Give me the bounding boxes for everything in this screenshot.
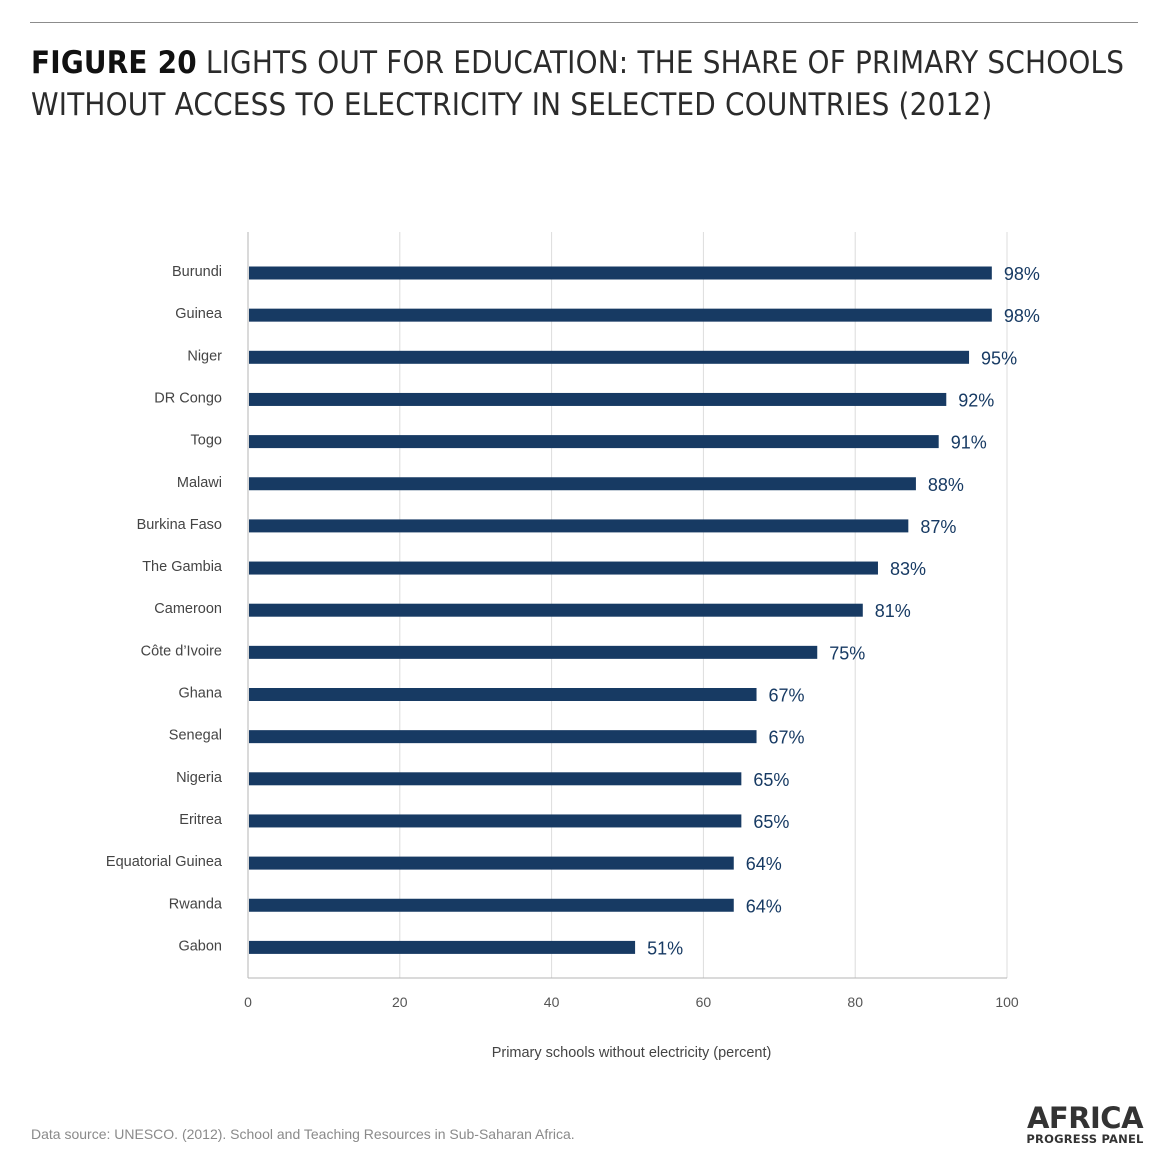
- data-label: 83%: [890, 559, 926, 579]
- data-label: 98%: [1004, 306, 1040, 326]
- data-label: 64%: [746, 896, 782, 916]
- category-label: Malawi: [177, 475, 222, 491]
- category-label: Guinea: [175, 306, 223, 322]
- data-source-note: Data source: UNESCO. (2012). School and …: [31, 1126, 575, 1142]
- data-label: 65%: [753, 770, 789, 790]
- bar: [249, 561, 878, 575]
- data-label: 75%: [829, 643, 865, 663]
- category-label: Burundi: [172, 264, 222, 280]
- data-label: 64%: [746, 854, 782, 874]
- top-rule: [30, 22, 1138, 23]
- figure-number: FIGURE 20: [31, 45, 197, 81]
- data-label: 67%: [769, 728, 805, 748]
- bar: [249, 350, 970, 364]
- category-label: Senegal: [169, 728, 222, 744]
- bar: [249, 772, 742, 786]
- data-label: 67%: [769, 686, 805, 706]
- category-label: DR Congo: [154, 390, 222, 406]
- x-tick-label: 40: [544, 994, 560, 1010]
- x-tick-label: 0: [244, 994, 252, 1010]
- category-label: Burkina Faso: [137, 517, 222, 533]
- category-label: Ghana: [178, 686, 222, 702]
- bar: [249, 392, 947, 406]
- bar: [249, 688, 757, 701]
- data-label: 88%: [928, 475, 964, 495]
- bar: [249, 730, 757, 744]
- data-label: 98%: [1004, 264, 1040, 284]
- bar: [249, 308, 992, 322]
- bar: [249, 898, 734, 912]
- bar: [249, 645, 818, 659]
- category-label: Cameroon: [154, 601, 222, 617]
- data-label: 92%: [958, 390, 994, 410]
- category-label: Niger: [187, 348, 222, 364]
- category-label: Togo: [191, 433, 222, 449]
- x-axis-title: Primary schools without electricity (per…: [492, 1045, 772, 1061]
- data-label: 95%: [981, 348, 1017, 368]
- category-label: Rwanda: [169, 896, 223, 912]
- figure-title: FIGURE 20 LIGHTS OUT FOR EDUCATION: THE …: [31, 42, 1141, 126]
- x-tick-label: 100: [995, 994, 1019, 1010]
- bar: [249, 477, 916, 491]
- bar: [249, 814, 742, 828]
- data-label: 65%: [753, 812, 789, 832]
- africa-progress-panel-logo: AFRICA PROGRESS PANEL: [1022, 1103, 1148, 1151]
- data-label: 51%: [647, 938, 683, 958]
- category-label: The Gambia: [142, 559, 223, 575]
- x-tick-label: 80: [847, 994, 863, 1010]
- category-label: Côte d’Ivoire: [141, 643, 222, 659]
- bar: [249, 940, 636, 954]
- logo-subtitle: PROGRESS PANEL: [1026, 1132, 1144, 1146]
- bar: [249, 603, 863, 617]
- bar: [249, 435, 939, 449]
- category-label: Eritrea: [179, 812, 223, 828]
- data-label: 91%: [951, 433, 987, 453]
- category-label: Gabon: [178, 938, 222, 954]
- category-label: Nigeria: [176, 770, 223, 786]
- x-tick-label: 20: [392, 994, 408, 1010]
- data-label: 81%: [875, 601, 911, 621]
- logo-wordmark: AFRICA: [1026, 1101, 1144, 1135]
- figure-title-text: LIGHTS OUT FOR EDUCATION: THE SHARE OF P…: [31, 45, 1125, 123]
- data-label: 87%: [920, 517, 956, 537]
- x-tick-label: 60: [696, 994, 712, 1010]
- category-label: Equatorial Guinea: [106, 854, 223, 870]
- bar: [249, 856, 734, 870]
- bar: [249, 266, 992, 280]
- bar: [249, 519, 909, 533]
